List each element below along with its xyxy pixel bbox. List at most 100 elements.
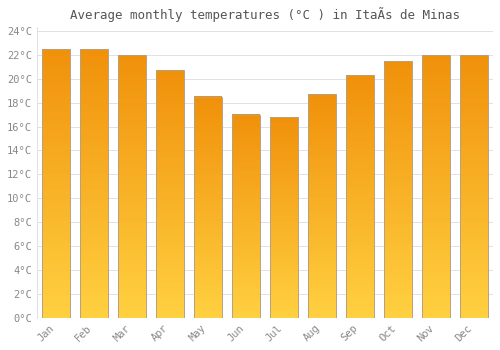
Bar <box>270 199 298 201</box>
Bar <box>80 130 108 132</box>
Bar <box>308 193 336 195</box>
Bar <box>422 139 450 142</box>
Bar <box>346 284 374 286</box>
Bar <box>42 138 70 140</box>
Bar <box>80 226 108 229</box>
Bar <box>422 97 450 99</box>
Bar <box>80 288 108 291</box>
Bar <box>384 223 412 225</box>
Bar <box>118 144 146 147</box>
Bar <box>308 204 336 206</box>
Bar <box>118 249 146 252</box>
Bar <box>232 257 260 259</box>
Bar <box>270 153 298 155</box>
Bar <box>118 233 146 236</box>
Bar <box>194 300 222 302</box>
Bar <box>460 115 488 118</box>
Bar <box>118 160 146 163</box>
Bar <box>270 241 298 244</box>
Bar <box>194 107 222 110</box>
Bar <box>118 134 146 136</box>
Bar <box>42 78 70 81</box>
Bar <box>118 183 146 186</box>
Bar <box>194 289 222 291</box>
Bar <box>118 157 146 160</box>
Bar <box>118 218 146 220</box>
Bar <box>42 105 70 108</box>
Bar <box>384 189 412 192</box>
Bar <box>42 154 70 156</box>
Bar <box>460 139 488 142</box>
Bar <box>118 205 146 207</box>
Bar <box>270 129 298 131</box>
Bar <box>346 204 374 206</box>
Bar <box>346 170 374 172</box>
Bar <box>460 149 488 152</box>
Bar <box>270 163 298 165</box>
Bar <box>422 73 450 76</box>
Bar <box>42 49 70 318</box>
Bar <box>42 54 70 57</box>
Bar <box>270 119 298 121</box>
Bar <box>156 147 184 149</box>
Bar <box>232 245 260 247</box>
Bar <box>156 290 184 293</box>
Bar <box>308 289 336 291</box>
Bar <box>194 198 222 201</box>
Bar <box>118 265 146 268</box>
Bar <box>308 239 336 242</box>
Bar <box>118 223 146 226</box>
Bar <box>346 189 374 191</box>
Bar <box>460 81 488 84</box>
Bar <box>460 112 488 115</box>
Bar <box>194 260 222 262</box>
Bar <box>232 151 260 153</box>
Bar <box>384 150 412 153</box>
Bar <box>346 228 374 230</box>
Bar <box>460 239 488 241</box>
Bar <box>384 302 412 305</box>
Bar <box>232 167 260 169</box>
Bar <box>384 233 412 236</box>
Bar <box>422 218 450 220</box>
Bar <box>384 61 412 318</box>
Bar <box>460 123 488 126</box>
Bar <box>156 122 184 125</box>
Bar <box>118 165 146 168</box>
Bar <box>156 276 184 278</box>
Bar <box>80 280 108 283</box>
Bar <box>42 73 70 76</box>
Bar <box>42 240 70 243</box>
Bar <box>422 144 450 147</box>
Bar <box>232 133 260 135</box>
Bar <box>346 109 374 112</box>
Bar <box>270 147 298 149</box>
Bar <box>156 233 184 236</box>
Bar <box>118 131 146 134</box>
Bar <box>232 285 260 287</box>
Bar <box>460 294 488 297</box>
Bar <box>270 310 298 312</box>
Bar <box>422 63 450 65</box>
Bar <box>384 138 412 140</box>
Bar <box>346 310 374 313</box>
Bar <box>460 118 488 120</box>
Bar <box>308 175 336 177</box>
Bar <box>384 228 412 230</box>
Bar <box>346 106 374 109</box>
Bar <box>80 154 108 156</box>
Bar <box>422 110 450 113</box>
Bar <box>270 117 298 318</box>
Bar <box>232 161 260 163</box>
Bar <box>42 307 70 310</box>
Bar <box>384 217 412 220</box>
Bar <box>422 165 450 168</box>
Bar <box>270 266 298 268</box>
Bar <box>346 274 374 276</box>
Bar <box>384 292 412 295</box>
Bar <box>118 313 146 315</box>
Bar <box>156 214 184 216</box>
Bar <box>460 244 488 247</box>
Bar <box>308 132 336 134</box>
Bar <box>346 211 374 213</box>
